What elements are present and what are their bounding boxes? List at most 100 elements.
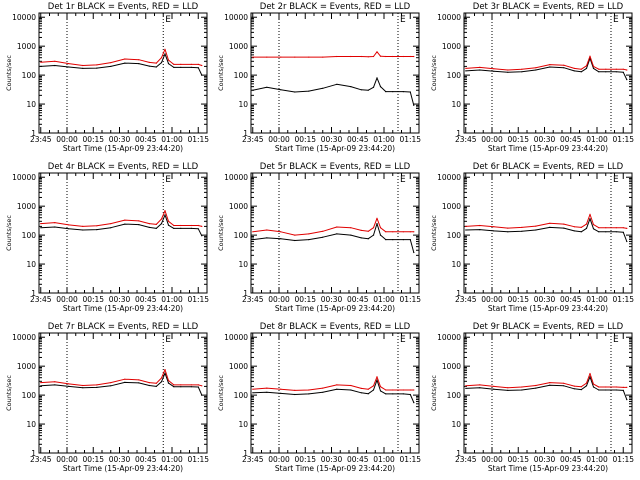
y-tick-label: 1000 xyxy=(229,42,248,51)
data-point xyxy=(521,71,523,73)
x-tick-label: 00:00 xyxy=(268,135,290,144)
data-point xyxy=(148,226,150,228)
data-point xyxy=(598,68,600,70)
vline-marker-label: E xyxy=(165,175,171,185)
data-point xyxy=(626,240,628,243)
data-point xyxy=(350,389,352,391)
data-point xyxy=(197,386,199,388)
data-point xyxy=(266,237,268,239)
vline-marker-label: E xyxy=(613,335,619,345)
y-tick-label: 100 xyxy=(447,231,462,240)
data-point xyxy=(573,230,575,232)
y-tick-label: 1000 xyxy=(17,362,36,371)
data-point xyxy=(379,390,382,392)
data-point xyxy=(402,389,404,391)
data-point xyxy=(521,226,523,228)
data-point xyxy=(589,372,591,375)
data-point xyxy=(626,69,628,71)
plot-frame xyxy=(250,172,420,294)
data-point xyxy=(148,382,150,384)
data-point xyxy=(409,231,411,233)
x-tick-label: 00:45 xyxy=(135,295,157,304)
series-line xyxy=(465,373,627,389)
detector-panel-3: Det 3r BLACK = Events, RED = LLD 1 10 100 10… xyxy=(430,2,634,153)
data-point xyxy=(40,61,42,63)
data-point xyxy=(580,386,582,388)
series-line xyxy=(252,77,415,106)
data-point xyxy=(521,230,523,232)
x-tick-label: 23:45 xyxy=(242,455,264,464)
data-point xyxy=(493,385,495,387)
data-point xyxy=(294,234,296,236)
data-point xyxy=(82,384,84,387)
x-tick-label: 01:15 xyxy=(399,295,421,304)
data-point xyxy=(413,55,415,58)
series-lld xyxy=(465,55,628,71)
x-tick-label: 01:00 xyxy=(586,135,608,144)
x-tick-label: 01:00 xyxy=(161,295,183,304)
data-point xyxy=(96,64,98,66)
data-point xyxy=(392,389,394,391)
data-point xyxy=(535,67,537,69)
data-point xyxy=(164,210,166,212)
data-point xyxy=(605,389,607,391)
y-tick-label: 100 xyxy=(447,391,462,400)
data-point xyxy=(493,70,495,72)
y-tick-label: 10 xyxy=(238,420,248,429)
x-tick-label: 00:30 xyxy=(534,295,556,304)
data-point xyxy=(124,62,126,64)
y-tick-label: 100 xyxy=(22,231,37,240)
data-point xyxy=(413,251,415,254)
series-line xyxy=(465,213,627,229)
y-axis-label: Counts/sec xyxy=(217,375,225,411)
data-point xyxy=(155,62,157,64)
data-point xyxy=(589,213,591,215)
data-point xyxy=(402,393,404,395)
series-line xyxy=(465,55,627,71)
y-tick-label: 100 xyxy=(234,71,249,80)
data-point xyxy=(409,389,411,391)
data-point xyxy=(379,55,382,57)
series-lld xyxy=(40,369,203,387)
x-tick-label: 23:45 xyxy=(30,135,52,144)
series-lld xyxy=(465,213,628,229)
x-tick-label: 00:15 xyxy=(294,455,316,464)
data-point xyxy=(294,239,296,242)
y-tick-label: 10000 xyxy=(437,333,461,342)
data-point xyxy=(507,69,509,71)
data-point xyxy=(201,225,203,227)
y-axis-label: Counts/sec xyxy=(5,375,13,411)
data-point xyxy=(164,53,166,55)
data-point xyxy=(252,231,254,233)
y-tick-label: 10000 xyxy=(224,333,248,342)
data-point xyxy=(322,236,324,238)
series-line xyxy=(40,214,203,237)
x-tick-label: 01:15 xyxy=(612,135,634,144)
data-point xyxy=(563,67,565,69)
data-point xyxy=(493,226,495,228)
x-axis-label: Start Time (15-Apr-09 23:44:20) xyxy=(63,464,183,473)
data-point xyxy=(197,67,199,69)
data-point xyxy=(167,59,170,61)
series-line xyxy=(40,369,202,387)
x-tick-label: 01:15 xyxy=(612,455,634,464)
x-tick-label: 00:15 xyxy=(294,135,316,144)
data-point xyxy=(392,239,394,241)
data-point xyxy=(173,384,175,386)
data-point xyxy=(197,228,199,230)
x-tick-label: 01:00 xyxy=(161,135,183,144)
data-point xyxy=(585,223,588,225)
plot-frame xyxy=(38,172,208,294)
x-tick-label: 00:15 xyxy=(507,455,529,464)
data-point xyxy=(479,384,481,386)
data-point xyxy=(124,223,126,225)
data-point xyxy=(96,384,98,386)
data-point xyxy=(605,68,607,70)
data-point xyxy=(160,223,163,225)
x-tick-label: 00:15 xyxy=(82,455,104,464)
data-point xyxy=(465,387,467,389)
series-line xyxy=(252,379,415,403)
data-point xyxy=(322,56,324,58)
data-point xyxy=(549,384,551,386)
series-lld xyxy=(40,48,203,67)
